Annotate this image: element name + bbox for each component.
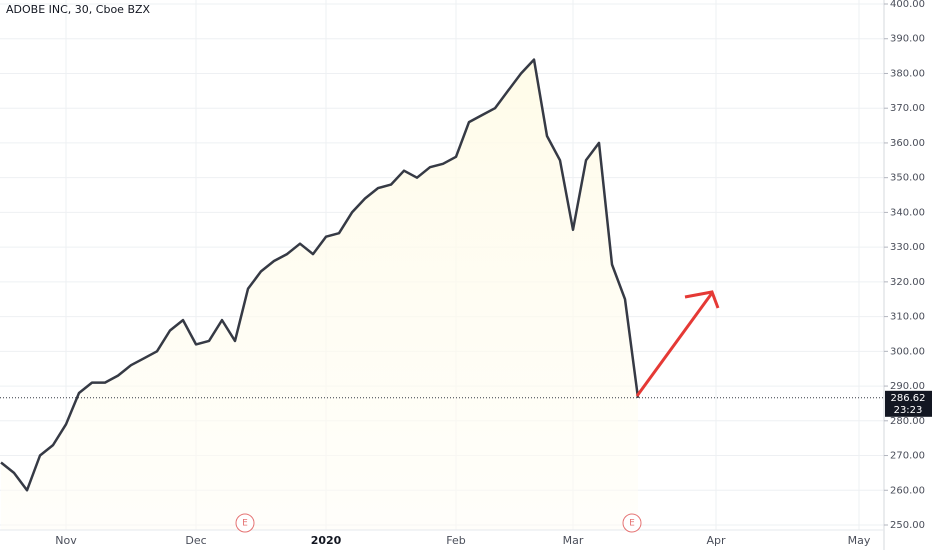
y-tick-label: 250.00 xyxy=(890,520,925,531)
x-tick-label: Feb xyxy=(446,534,465,547)
y-tick-label: 340.00 xyxy=(890,207,925,218)
y-tick-label: 380.00 xyxy=(890,68,925,79)
plot xyxy=(0,58,640,530)
chart-title: ADOBE INC, 30, Cboe BZX xyxy=(6,3,151,16)
x-tick-label: 2020 xyxy=(311,534,342,547)
y-tick-label: 370.00 xyxy=(890,103,925,114)
event-label: E xyxy=(629,519,635,529)
event-circle xyxy=(235,513,255,533)
last-price-label: 286.62 xyxy=(891,393,926,404)
x-tick-label: May xyxy=(848,534,871,547)
y-tick-label: 260.00 xyxy=(890,485,925,496)
x-tick-label: Apr xyxy=(706,534,726,547)
y-tick-label: 310.00 xyxy=(890,312,925,323)
arrow-shaft xyxy=(635,292,714,397)
event-label: E xyxy=(242,519,248,529)
arrow-annotation xyxy=(635,290,720,397)
price-line xyxy=(0,58,640,492)
countdown-label: 23:23 xyxy=(894,405,923,416)
y-tick-label: 360.00 xyxy=(890,138,925,149)
event-marker: E xyxy=(235,513,255,533)
y-tick-label: 270.00 xyxy=(890,451,925,462)
y-tick-label: 350.00 xyxy=(890,173,925,184)
last-price-box xyxy=(885,390,932,417)
event-marker: E xyxy=(622,513,642,533)
arrow-head xyxy=(684,290,720,309)
event-circle xyxy=(622,513,642,533)
y-tick-label: 390.00 xyxy=(890,34,925,45)
x-tick-label: Mar xyxy=(563,534,584,547)
grid xyxy=(0,0,884,530)
y-tick-label: 300.00 xyxy=(890,346,925,357)
y-tick-label: 400.00 xyxy=(890,0,925,10)
y-tick-label: 290.00 xyxy=(890,381,925,392)
x-tick-label: Dec xyxy=(185,534,206,547)
x-tick-label: Nov xyxy=(55,534,77,547)
area xyxy=(1,59,638,530)
y-tick-label: 320.00 xyxy=(890,277,925,288)
y-tick-label: 330.00 xyxy=(890,242,925,253)
y-tick-label: 280.00 xyxy=(890,416,925,427)
